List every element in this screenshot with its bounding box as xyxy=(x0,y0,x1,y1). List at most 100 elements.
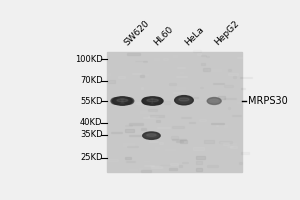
Bar xyxy=(228,73,238,75)
Bar xyxy=(227,146,233,147)
Ellipse shape xyxy=(210,99,218,102)
Text: 100KD: 100KD xyxy=(75,55,103,64)
Bar xyxy=(127,53,140,55)
Bar xyxy=(218,96,225,99)
Bar xyxy=(125,125,132,126)
Ellipse shape xyxy=(175,96,193,105)
Ellipse shape xyxy=(147,99,158,102)
Bar xyxy=(173,55,177,57)
Bar xyxy=(112,132,122,133)
Bar xyxy=(148,116,158,117)
Ellipse shape xyxy=(142,98,152,104)
Ellipse shape xyxy=(124,98,134,104)
Bar xyxy=(232,115,241,116)
Ellipse shape xyxy=(117,99,128,102)
Bar xyxy=(210,155,215,156)
Bar xyxy=(200,87,202,88)
Bar xyxy=(166,149,175,150)
Bar xyxy=(182,162,188,163)
Ellipse shape xyxy=(112,97,132,105)
Bar xyxy=(150,165,158,167)
Bar xyxy=(228,107,230,109)
Bar xyxy=(169,83,176,85)
Text: HepG2: HepG2 xyxy=(213,19,241,47)
Bar xyxy=(163,58,169,60)
Bar xyxy=(127,161,135,162)
Bar xyxy=(220,142,230,143)
Bar xyxy=(108,80,116,83)
Bar xyxy=(107,73,110,75)
Bar xyxy=(224,98,236,99)
Bar xyxy=(164,101,170,104)
Ellipse shape xyxy=(207,98,221,104)
Bar xyxy=(144,165,154,166)
Ellipse shape xyxy=(153,98,162,104)
Bar xyxy=(176,87,185,89)
Bar xyxy=(230,146,237,148)
Bar xyxy=(111,51,114,53)
Bar xyxy=(176,141,183,142)
Bar xyxy=(237,57,250,58)
Bar xyxy=(156,120,160,122)
Bar xyxy=(107,52,242,172)
Bar xyxy=(172,139,186,140)
Bar xyxy=(227,88,239,91)
Bar xyxy=(219,141,232,143)
Bar xyxy=(241,88,245,89)
Bar xyxy=(141,87,143,89)
Bar xyxy=(233,143,236,145)
Bar xyxy=(212,83,224,84)
Bar xyxy=(193,147,204,150)
Bar xyxy=(140,75,143,77)
Bar xyxy=(141,170,152,172)
Bar xyxy=(169,168,177,170)
Bar xyxy=(207,165,218,167)
Bar xyxy=(201,113,206,114)
Bar xyxy=(130,85,142,87)
Ellipse shape xyxy=(142,97,163,105)
Ellipse shape xyxy=(111,98,121,104)
Bar xyxy=(149,141,158,142)
Bar xyxy=(196,168,202,171)
Bar xyxy=(125,129,134,132)
Bar xyxy=(176,76,187,77)
Bar xyxy=(129,169,137,170)
Bar xyxy=(173,92,184,93)
Bar xyxy=(152,166,162,168)
Bar xyxy=(170,163,178,165)
Bar xyxy=(127,146,138,147)
Bar xyxy=(130,123,143,125)
Bar xyxy=(145,74,148,75)
Bar xyxy=(125,152,131,153)
Text: 40KD: 40KD xyxy=(80,118,103,127)
Bar xyxy=(107,159,118,161)
Bar xyxy=(216,125,218,126)
Bar xyxy=(239,162,242,164)
Text: 25KD: 25KD xyxy=(80,153,103,162)
Bar xyxy=(193,50,201,52)
Bar xyxy=(241,152,248,154)
Bar xyxy=(125,157,131,159)
Bar xyxy=(189,122,195,123)
Bar xyxy=(139,168,142,170)
Bar xyxy=(224,85,233,87)
Bar xyxy=(171,136,178,139)
Text: 55KD: 55KD xyxy=(80,97,103,106)
Bar xyxy=(185,149,196,151)
Bar xyxy=(202,55,206,56)
Bar xyxy=(136,102,141,104)
Bar xyxy=(211,123,224,124)
Bar xyxy=(238,122,250,125)
Bar xyxy=(191,97,198,98)
Bar xyxy=(237,102,243,103)
Bar xyxy=(132,73,141,74)
Ellipse shape xyxy=(147,134,156,136)
Bar xyxy=(180,140,188,143)
Bar xyxy=(233,76,236,78)
Bar xyxy=(179,165,182,167)
Bar xyxy=(154,58,159,60)
Bar xyxy=(140,111,154,113)
Bar xyxy=(197,53,201,55)
Bar xyxy=(206,56,209,57)
Bar xyxy=(123,143,134,146)
